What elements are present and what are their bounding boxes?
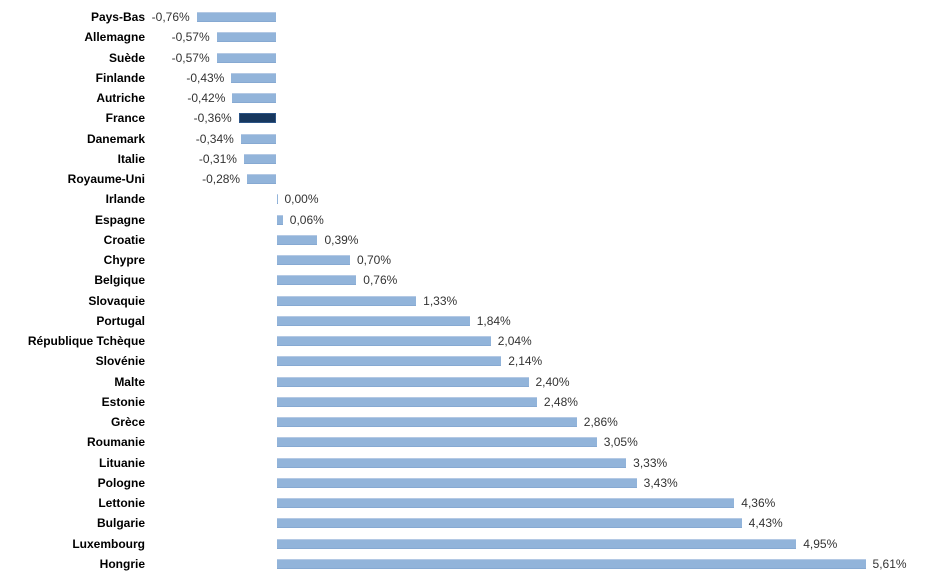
- category-label: République Tchèque: [27, 334, 145, 348]
- bar: [276, 295, 417, 306]
- bar: [276, 234, 318, 245]
- bar: [216, 32, 277, 43]
- value-label: 5,61%: [872, 556, 907, 571]
- category-label: Bulgarie: [96, 516, 145, 531]
- value-label: -0,57%: [171, 50, 210, 65]
- value-label: 0,00%: [284, 192, 319, 207]
- category-label: Irlande: [105, 192, 145, 207]
- value-label: 4,95%: [803, 536, 838, 551]
- category-label: Lituanie: [98, 455, 145, 470]
- bar: [231, 72, 277, 83]
- bar: [276, 417, 577, 427]
- value-label: 2,40%: [535, 374, 570, 389]
- value-label: 0,76%: [363, 273, 398, 288]
- category-label: Croatie: [103, 232, 145, 247]
- value-label: 3,33%: [633, 455, 668, 470]
- bar: [247, 174, 277, 184]
- bar: [276, 194, 278, 205]
- bar: [232, 93, 277, 103]
- category-label: Italie: [117, 151, 145, 166]
- bar: [243, 153, 277, 164]
- category-label: Hongrie: [99, 556, 145, 571]
- category-label: Luxembourg: [72, 536, 145, 551]
- value-label: 4,43%: [748, 516, 783, 531]
- bar: [276, 356, 502, 367]
- category-label: Portugal: [96, 313, 145, 328]
- value-label: -0,28%: [202, 172, 241, 186]
- category-label: Royaume-Uni: [67, 172, 145, 186]
- bar: [276, 477, 637, 488]
- bar: [216, 52, 277, 63]
- bar: [276, 498, 735, 508]
- value-label: 1,33%: [423, 293, 458, 308]
- category-label: Pologne: [97, 475, 145, 490]
- category-label: Belgique: [94, 273, 145, 288]
- value-label: 2,48%: [543, 394, 578, 409]
- category-label: Danemark: [86, 131, 145, 146]
- bar: [240, 133, 277, 144]
- category-label: Espagne: [94, 212, 145, 227]
- category-label: Slovénie: [95, 354, 145, 369]
- bar: [276, 336, 491, 346]
- category-label: Finlande: [95, 70, 145, 85]
- value-label: 0,06%: [289, 212, 324, 227]
- category-label: Pays-Bas: [90, 10, 145, 24]
- value-label: 1,84%: [476, 313, 511, 328]
- bar: [276, 315, 470, 326]
- category-label: Suède: [108, 50, 145, 65]
- bar: [276, 396, 537, 407]
- bar: [276, 558, 866, 569]
- bar-highlighted: [238, 113, 277, 124]
- bar: [276, 376, 529, 387]
- category-label: Roumanie: [86, 435, 145, 450]
- bar: [276, 518, 742, 529]
- value-label: -0,57%: [171, 30, 210, 45]
- value-label: 2,14%: [508, 354, 543, 369]
- category-label: Slovaquie: [88, 293, 145, 308]
- category-label: Allemagne: [84, 30, 145, 45]
- category-label: Estonie: [101, 394, 145, 409]
- bar: [276, 437, 597, 448]
- value-label: -0,34%: [195, 131, 234, 146]
- value-label: -0,42%: [187, 91, 226, 105]
- value-label: 2,04%: [497, 334, 532, 348]
- value-label: 3,05%: [603, 435, 638, 450]
- value-label: 4,36%: [741, 496, 776, 510]
- bar: [276, 457, 627, 468]
- category-label: Autriche: [96, 91, 145, 105]
- value-label: -0,43%: [186, 70, 225, 85]
- category-label: Chypre: [103, 253, 145, 267]
- bar: [276, 255, 350, 265]
- bar: [276, 538, 797, 549]
- value-label: 3,43%: [643, 475, 678, 490]
- value-label: 0,39%: [324, 232, 359, 247]
- category-label: Grèce: [110, 415, 145, 429]
- category-label: France: [105, 111, 145, 126]
- bar: [276, 214, 283, 225]
- value-label: 0,70%: [357, 253, 392, 267]
- category-label: Lettonie: [98, 496, 145, 510]
- value-label: -0,36%: [193, 111, 232, 126]
- value-label: 2,86%: [583, 415, 618, 429]
- bar: [276, 275, 357, 286]
- bar: [196, 12, 277, 22]
- category-label: Malte: [114, 374, 145, 389]
- value-label: -0,76%: [151, 10, 190, 24]
- value-label: -0,31%: [198, 151, 237, 166]
